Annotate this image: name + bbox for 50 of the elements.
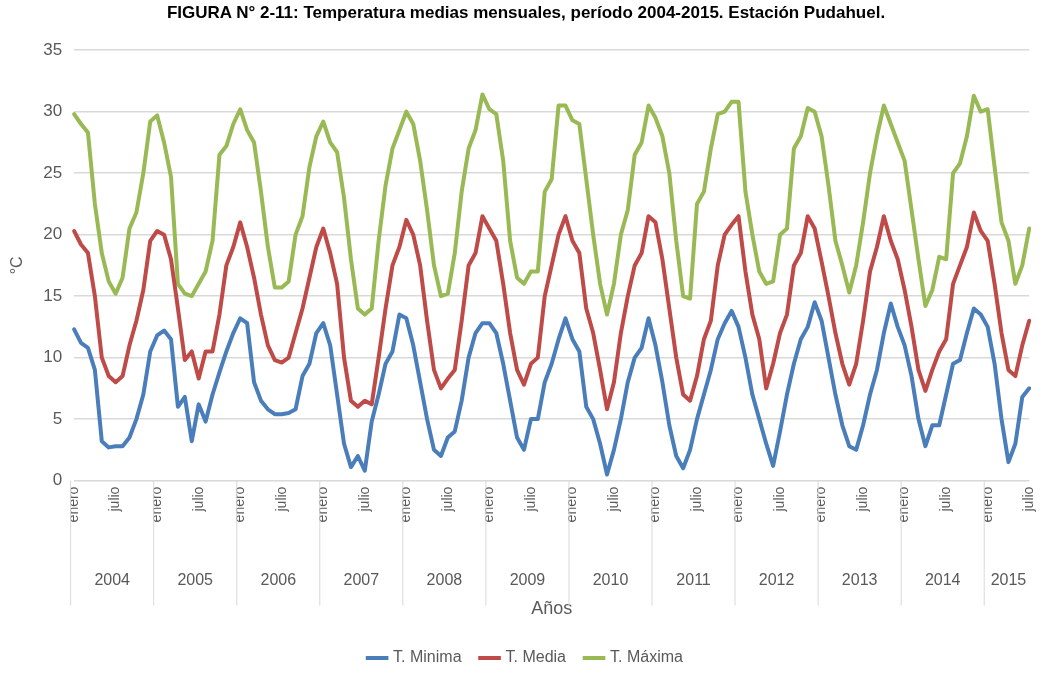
text: 2011 [676, 571, 711, 588]
x-tick-label: julio [106, 486, 123, 513]
text: 2010 [592, 571, 629, 588]
text: 2007 [343, 571, 380, 588]
text: 2015 [990, 571, 1027, 588]
y-tick-label: 5 [52, 408, 63, 428]
text: 2005 [177, 571, 214, 588]
x-tick-label: julio [687, 486, 704, 513]
x-tick-label: enero [148, 486, 165, 523]
x-tick-label: julio [937, 486, 954, 513]
y-tick-label: 30 [43, 101, 63, 121]
legend-label: T. Media [505, 648, 567, 666]
text: 2013 [841, 571, 878, 588]
y-tick-label: 25 [43, 162, 63, 182]
x-tick-label: enero [729, 486, 746, 523]
x-tick-label: enero [646, 486, 663, 523]
text: 2008 [426, 571, 463, 588]
text: 2006 [260, 571, 297, 588]
x-tick-label: enero [480, 486, 497, 523]
y-tick-label: 0 [52, 470, 63, 490]
x-tick-label: enero [397, 486, 414, 523]
x-tick-label: julio [521, 486, 538, 513]
x-tick-label: enero [895, 486, 912, 523]
x-tick-label: julio [770, 486, 787, 513]
x-tick-label: enero [812, 486, 829, 523]
x-tick-label: enero [314, 486, 331, 523]
x-tick-label: julio [604, 486, 621, 513]
text: 2009 [509, 571, 546, 588]
x-tick-label: enero [978, 486, 995, 523]
y-axis-title: °C [8, 256, 26, 275]
x-axis-title: Años [531, 598, 573, 619]
text: 2014 [924, 571, 961, 588]
x-tick-label: julio [438, 486, 455, 513]
x-tick-label: enero [64, 486, 81, 523]
x-tick-label: julio [1020, 486, 1037, 513]
legend-label: T. Minima [393, 648, 462, 666]
text: 2012 [758, 571, 795, 588]
chart-title: FIGURA N° 2-11: Temperatura medias mensuales, período 2004-2015. Estación Pudahuel. [165, 2, 887, 24]
x-tick-label: julio [853, 486, 870, 513]
y-tick-label: 35 [43, 39, 63, 59]
text: 2004 [94, 571, 131, 588]
x-tick-label: julio [189, 486, 206, 513]
y-tick-label: 20 [43, 224, 63, 244]
y-tick-label: 15 [43, 285, 63, 305]
legend-label: T. Máxima [610, 648, 684, 666]
y-tick-label: 10 [43, 347, 63, 367]
x-tick-label: enero [563, 486, 580, 523]
x-tick-label: enero [231, 486, 248, 523]
x-tick-label: julio [272, 486, 289, 513]
x-tick-label: julio [355, 486, 372, 513]
